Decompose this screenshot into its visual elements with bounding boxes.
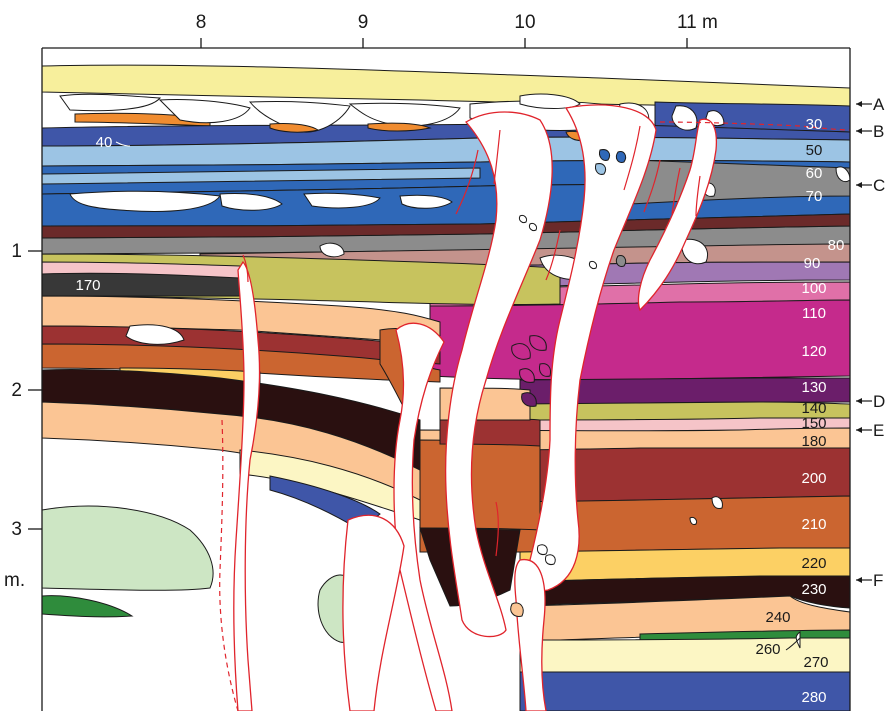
marker-label: F — [873, 571, 883, 590]
fissure-wide-left — [342, 514, 405, 711]
x-tick-label: 11 m — [677, 12, 718, 33]
layer-label: 210 — [801, 516, 826, 533]
layer-label: 230 — [801, 581, 826, 598]
marker-arrowhead — [856, 182, 862, 188]
layer-label: 130 — [801, 379, 826, 396]
layer-label: 120 — [801, 343, 826, 360]
layer-label: 80 — [828, 237, 845, 254]
layer-label: 280 — [801, 689, 826, 706]
y-tick-label: 2 — [11, 380, 22, 401]
marker-label: C — [873, 176, 885, 195]
fissure-right — [637, 118, 718, 312]
marker-arrowhead — [856, 427, 862, 433]
markers: AB C DE F — [856, 95, 885, 590]
layer-label: 50 — [806, 142, 823, 159]
fissures — [233, 104, 718, 711]
x-tick-label: 10 — [514, 12, 535, 33]
marker-arrowhead — [856, 398, 862, 404]
frame — [41, 47, 851, 711]
layer-280 — [519, 671, 850, 711]
dashed-cracks — [219, 121, 850, 711]
y-tick-label: 1 — [11, 241, 22, 262]
layer-label: 40 — [96, 134, 113, 151]
fissure-bottom — [514, 558, 547, 711]
marker-arrowhead — [856, 101, 862, 107]
fissure-main — [526, 104, 657, 592]
y-axis: 1 2 3 m. — [4, 241, 42, 591]
y-unit-label: m. — [4, 570, 25, 591]
layer-label: 180 — [801, 433, 826, 450]
blob-green-dark-left — [42, 595, 134, 618]
x-tick-label: 9 — [358, 12, 369, 33]
layer-label: 170 — [75, 277, 100, 294]
layer-label: 200 — [801, 470, 826, 487]
layer-label: 30 — [806, 116, 823, 133]
layer-label: 140 — [801, 400, 826, 417]
layer-label: 100 — [801, 280, 826, 297]
marker-arrowhead — [856, 577, 862, 583]
marker-arrowhead — [856, 128, 862, 134]
layer-label: 60 — [806, 165, 823, 182]
layer-label: 70 — [806, 188, 823, 205]
strata-layers — [42, 48, 850, 711]
layer-label: 150 — [801, 415, 826, 432]
layer-center-orange — [419, 439, 541, 531]
marker-label: A — [873, 95, 885, 114]
fissure-inclusions — [510, 149, 627, 617]
layer-label: 270 — [803, 654, 828, 671]
layer-170 — [42, 272, 241, 297]
y-tick-label: 3 — [11, 519, 22, 540]
patch-orange-2 — [367, 122, 432, 132]
fissure-left — [233, 260, 261, 711]
marker-label: D — [873, 392, 885, 411]
fissure-center-left — [393, 322, 453, 711]
layer-label: 110 — [802, 305, 826, 322]
white-inclusions — [59, 93, 850, 649]
crack-lines — [242, 125, 701, 557]
leader-line-260 — [785, 637, 801, 651]
layer-label: 260 — [755, 641, 780, 658]
x-axis: 8 9 10 11 m — [196, 12, 718, 48]
layer-label: 90 — [804, 255, 821, 272]
layer-label: 240 — [765, 609, 790, 626]
marker-label: B — [873, 122, 884, 141]
layer-label: 220 — [801, 555, 826, 572]
layer-60b — [42, 167, 481, 185]
leader-line-40 — [115, 141, 131, 147]
x-tick-label: 8 — [196, 12, 207, 33]
blob-green-light-left — [42, 505, 214, 591]
layer-80-maroon — [42, 213, 850, 239]
layer-230 — [519, 575, 850, 609]
marker-label: E — [873, 421, 884, 440]
patch-orange-1 — [269, 123, 320, 133]
fissure-center — [445, 111, 553, 638]
